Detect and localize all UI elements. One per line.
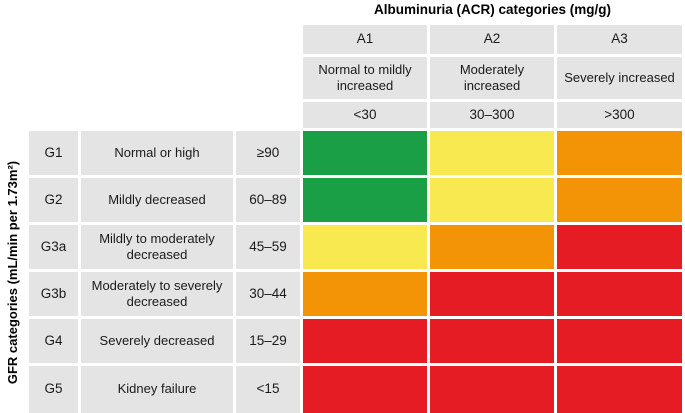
acr-col-header-a3: A3 (557, 25, 682, 54)
risk-cell-g1-a1 (303, 131, 427, 175)
risk-cell-g2-a3 (557, 178, 682, 222)
gfr-row-id-g3b: G3b (29, 272, 78, 316)
risk-cell-g3b-a2 (430, 272, 554, 316)
gfr-row-desc-g5: Kidney failure (81, 366, 233, 413)
acr-col-range-a3: >300 (557, 102, 682, 128)
gfr-row-desc-g2: Mildly decreased (81, 178, 233, 222)
gfr-row-range-g3a: 45–59 (236, 225, 300, 269)
risk-cell-g4-a3 (557, 319, 682, 363)
risk-cell-g4-a2 (430, 319, 554, 363)
gfr-row-id-g4: G4 (29, 319, 78, 363)
acr-col-header-a1: A1 (303, 25, 427, 54)
risk-cell-g2-a2 (430, 178, 554, 222)
risk-cell-g4-a1 (303, 319, 427, 363)
risk-cell-g3a-a3 (557, 225, 682, 269)
risk-cell-g5-a2 (430, 366, 554, 413)
acr-col-range-a2: 30–300 (430, 102, 554, 128)
risk-cell-g3b-a3 (557, 272, 682, 316)
gfr-row-desc-g1: Normal or high (81, 131, 233, 175)
gfr-axis-label: GFR categories (mL/min per 1.73m²) (0, 131, 26, 413)
gfr-row-desc-g3b: Moderately to severely decreased (81, 272, 233, 316)
risk-cell-g3a-a1 (303, 225, 427, 269)
gfr-row-id-g5: G5 (29, 366, 78, 413)
gfr-row-range-g3b: 30–44 (236, 272, 300, 316)
risk-cell-g5-a1 (303, 366, 427, 413)
acr-col-desc-a2: Moderately increased (430, 57, 554, 99)
acr-col-desc-a1: Normal to mildly increased (303, 57, 427, 99)
acr-col-range-a1: <30 (303, 102, 427, 128)
risk-cell-g3a-a2 (430, 225, 554, 269)
risk-cell-g3b-a1 (303, 272, 427, 316)
chart-title: Albuminuria (ACR) categories (mg/g) (373, 2, 611, 17)
acr-col-desc-a3: Severely increased (557, 57, 682, 99)
gfr-row-range-g4: 15–29 (236, 319, 300, 363)
risk-cell-g1-a3 (557, 131, 682, 175)
gfr-axis-label-text: GFR categories (mL/min per 1.73m²) (5, 160, 21, 384)
gfr-row-range-g2: 60–89 (236, 178, 300, 222)
risk-cell-g5-a3 (557, 366, 682, 413)
gfr-row-desc-g3a: Mildly to moderately decreased (81, 225, 233, 269)
gfr-row-id-g3a: G3a (29, 225, 78, 269)
gfr-row-desc-g4: Severely decreased (81, 319, 233, 363)
acr-col-header-a2: A2 (430, 25, 554, 54)
risk-cell-g1-a2 (430, 131, 554, 175)
gfr-row-id-g2: G2 (29, 178, 78, 222)
gfr-row-id-g1: G1 (29, 131, 78, 175)
gfr-row-range-g1: ≥90 (236, 131, 300, 175)
gfr-row-range-g5: <15 (236, 366, 300, 413)
risk-cell-g2-a1 (303, 178, 427, 222)
